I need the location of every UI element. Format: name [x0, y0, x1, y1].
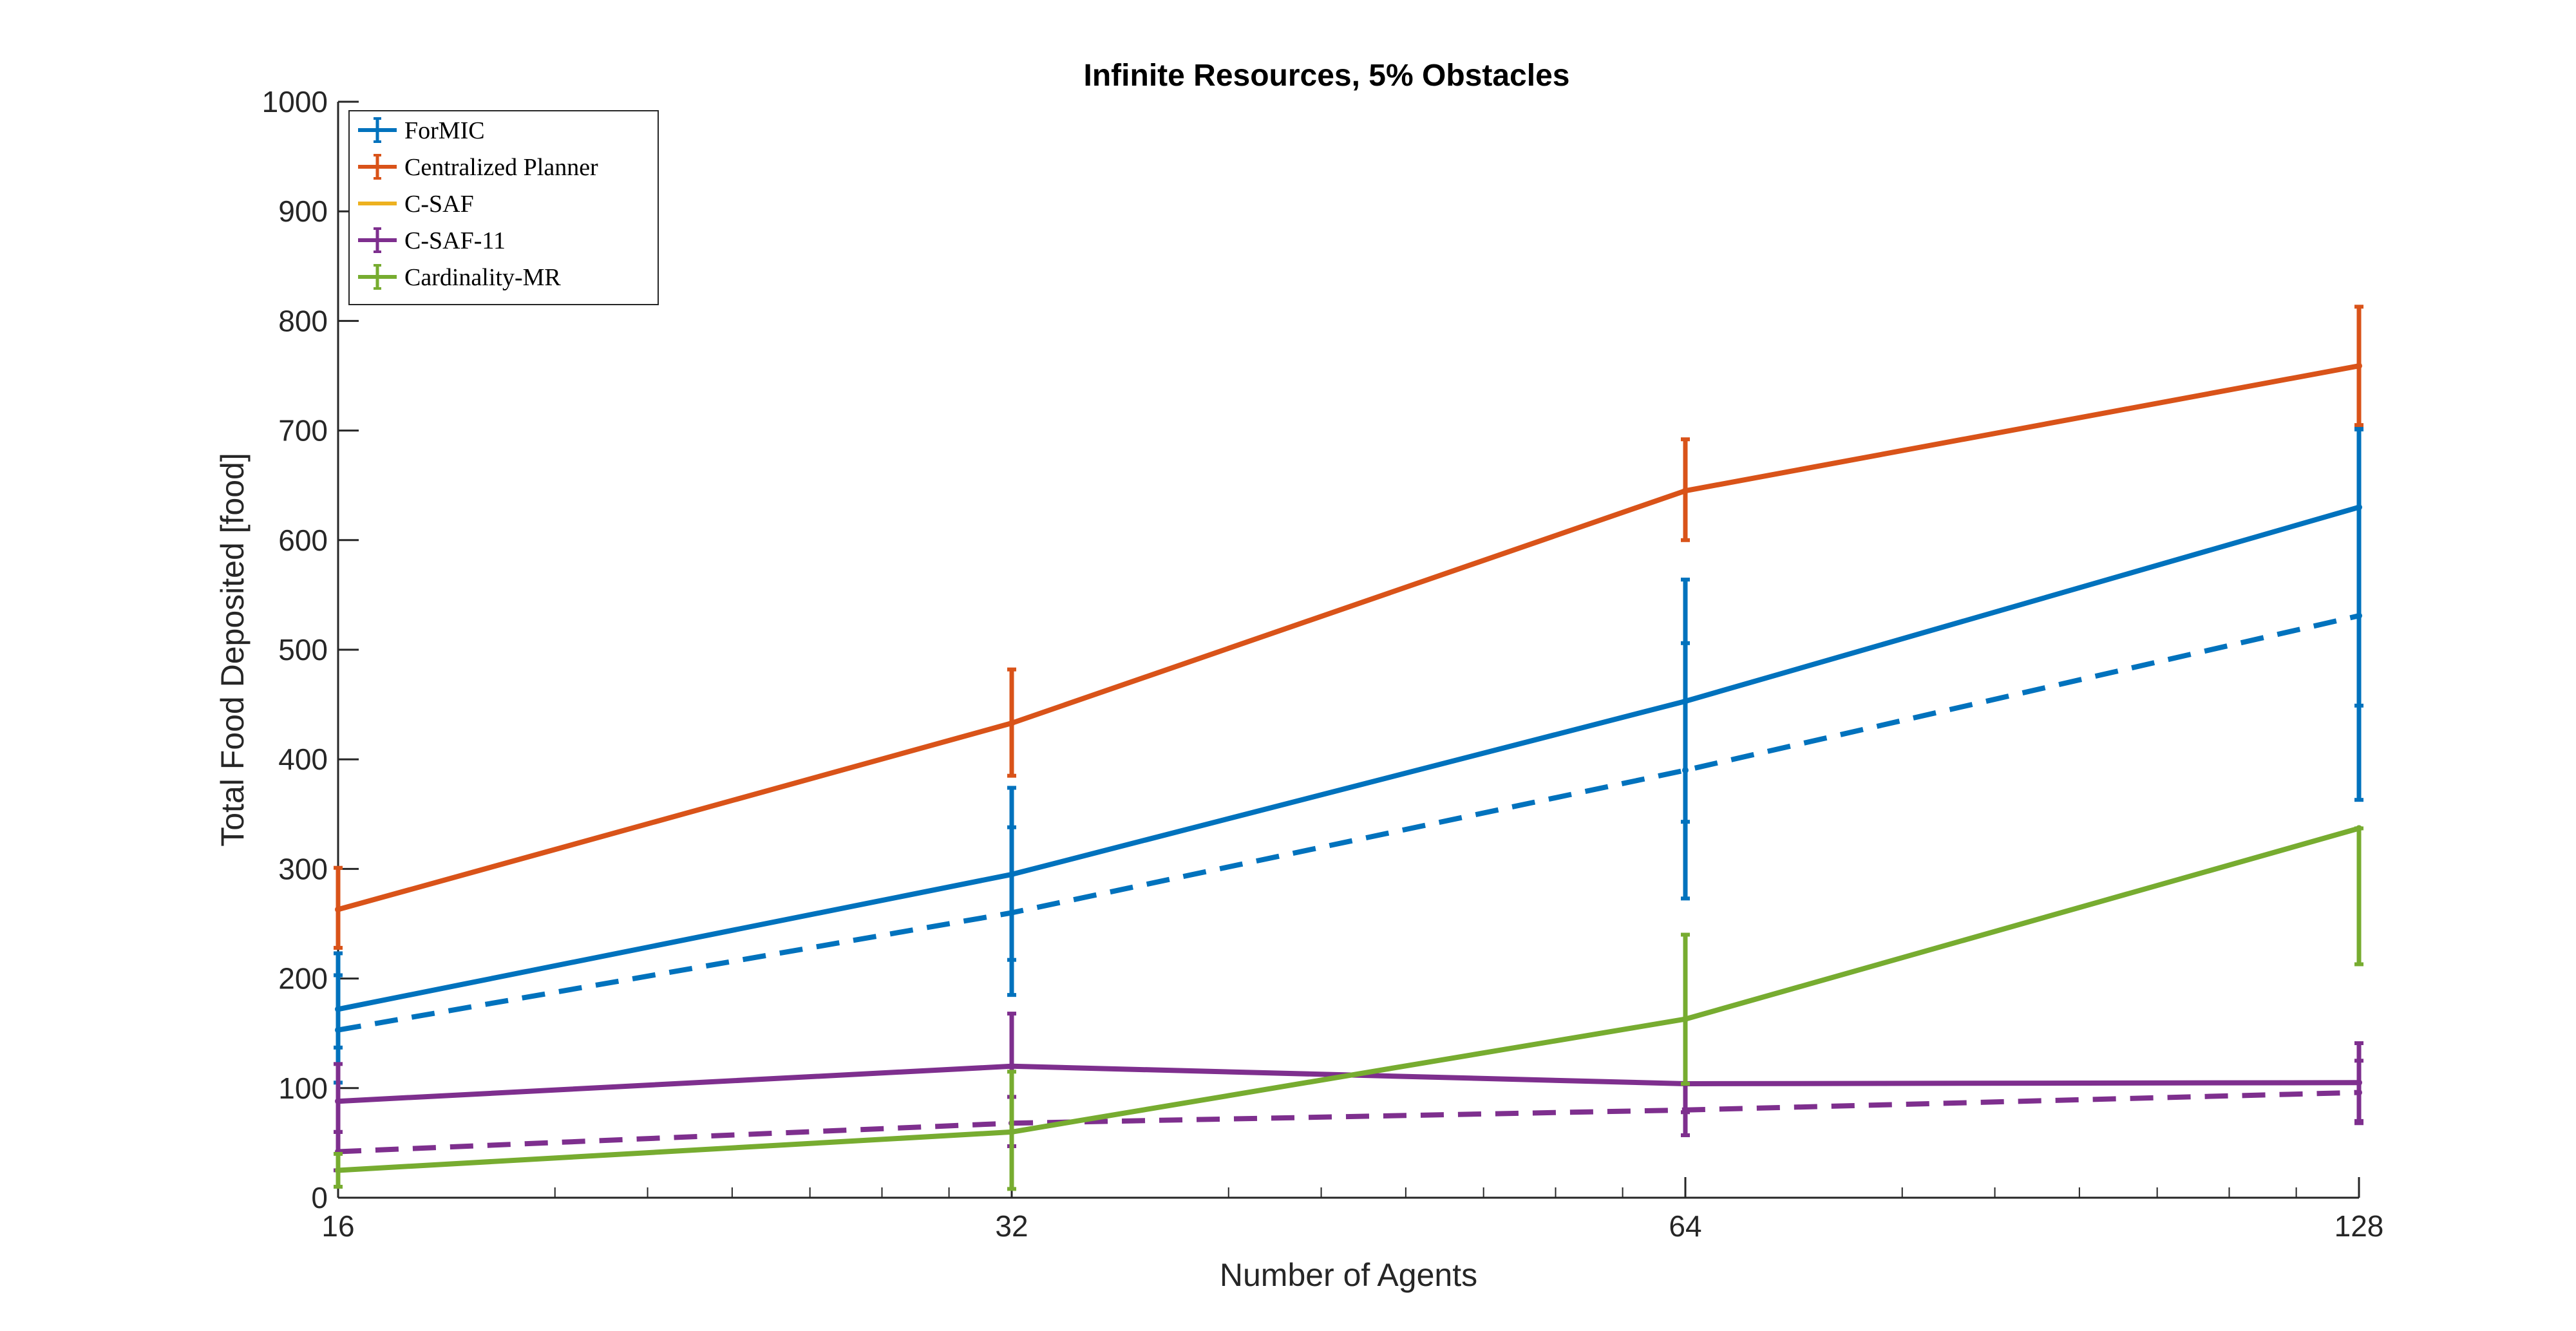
y-tick-label: 400	[278, 742, 328, 776]
data-point	[1682, 1106, 1689, 1113]
data-point	[1682, 767, 1689, 774]
y-tick-label: 900	[278, 194, 328, 228]
data-point	[1009, 720, 1015, 727]
x-tick-label: 128	[2334, 1209, 2384, 1243]
data-point	[335, 906, 341, 913]
data-point	[335, 1167, 341, 1174]
legend-item-centralized-planner: Centralized Planner	[358, 154, 598, 181]
plot-area	[338, 102, 2359, 1198]
y-axis-label: Total Food Deposited [food]	[214, 453, 251, 847]
data-point	[1009, 1128, 1015, 1135]
data-point	[335, 1026, 341, 1034]
legend-box	[348, 110, 659, 305]
y-tick-label: 500	[278, 633, 328, 666]
series-layer	[334, 305, 2363, 1191]
legend-label: C-SAF	[404, 191, 474, 218]
series-line	[337, 826, 2360, 1173]
legend-label: Centralized Planner	[404, 154, 598, 181]
legend-item-cardinality-mr: Cardinality-MR	[358, 264, 561, 291]
data-point	[1009, 1062, 1015, 1070]
series-line	[337, 613, 2360, 1033]
series-formic-dashed	[334, 427, 2363, 1085]
y-tick-label: 1000	[262, 85, 328, 118]
data-point	[2356, 825, 2362, 832]
data-point	[1009, 909, 1015, 916]
series-line	[337, 504, 2360, 1012]
legend-label: Cardinality-MR	[404, 264, 561, 291]
legend-label: ForMIC	[404, 117, 485, 144]
data-point	[2356, 363, 2362, 370]
y-tick-label: 100	[278, 1071, 328, 1105]
series-line	[337, 363, 2360, 912]
legend: ForMIC Centralized Planner C-SAF C-SAF-11 Ca…	[348, 110, 659, 305]
legend-item-formic: ForMIC	[358, 117, 485, 144]
x-tick-label: 64	[1669, 1209, 1701, 1243]
data-point	[1682, 1015, 1689, 1023]
series-line	[337, 1090, 2360, 1155]
series-centralized-planner-solid	[334, 305, 2363, 950]
data-point	[1682, 487, 1689, 495]
data-point	[2356, 1089, 2362, 1096]
axes: 0 100 200 300 400 500 600 700 800 900 1000 16 32 64 12…	[262, 85, 2384, 1243]
data-point	[2356, 612, 2362, 619]
x-tick-label: 16	[321, 1209, 354, 1243]
y-tick-label: 200	[278, 962, 328, 996]
y-tick-label: 700	[278, 414, 328, 448]
y-tick-label: 800	[278, 304, 328, 337]
legend-label: C-SAF-11	[404, 227, 506, 254]
y-tick-label: 600	[278, 524, 328, 557]
series-cardinality-mr-solid	[334, 825, 2363, 1191]
legend-item-c-saf: C-SAF	[358, 191, 474, 218]
y-tick-label: 300	[278, 852, 328, 885]
x-axis-label: Number of Agents	[1220, 1257, 1477, 1293]
legend-item-c-saf-11: C-SAF-11	[358, 227, 506, 254]
y-tick-label: 0	[311, 1181, 328, 1214]
x-tick-label: 32	[995, 1209, 1028, 1243]
chart-title: Infinite Resources, 5% Obstacles	[1084, 59, 1570, 93]
data-point	[335, 1098, 341, 1105]
